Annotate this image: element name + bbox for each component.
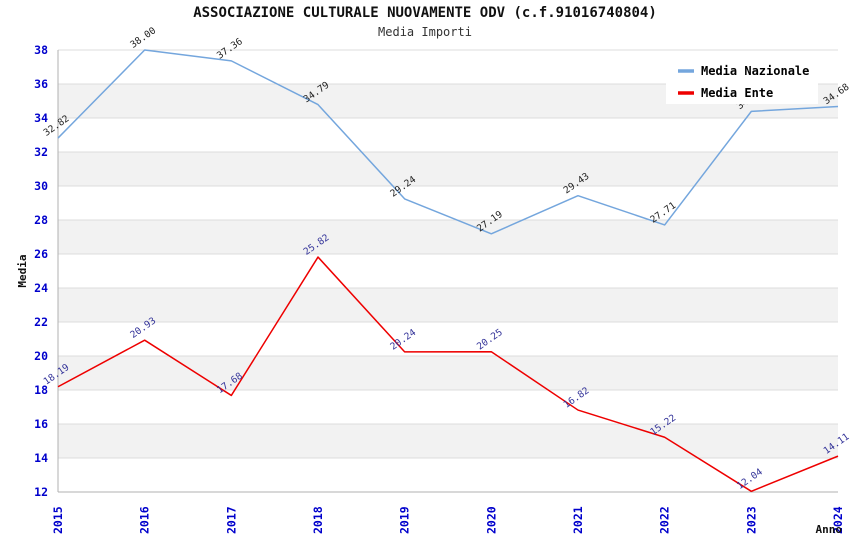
svg-text:18: 18	[34, 383, 48, 397]
svg-text:20: 20	[34, 349, 48, 363]
svg-text:20.25: 20.25	[475, 327, 505, 352]
series-line-media-nazionale	[57, 49, 839, 235]
series-line-media-ente	[57, 256, 839, 493]
grid-bands	[58, 84, 838, 458]
svg-text:2021: 2021	[571, 506, 585, 534]
svg-text:2016: 2016	[138, 506, 152, 534]
svg-text:12: 12	[34, 485, 48, 499]
svg-text:2020: 2020	[484, 506, 498, 534]
legend: Media Nazionale Media Ente	[666, 54, 818, 104]
svg-text:24: 24	[34, 281, 48, 295]
svg-text:14: 14	[34, 451, 48, 465]
svg-text:37.36: 37.36	[215, 36, 245, 62]
legend-item-media-nazionale[interactable]: Media Nazionale	[678, 64, 809, 78]
svg-text:26: 26	[34, 247, 48, 261]
legend-label-media-ente: Media Ente	[701, 86, 773, 100]
x-axis-title: Anno	[816, 523, 843, 536]
svg-text:34: 34	[34, 111, 48, 125]
svg-text:30: 30	[34, 179, 48, 193]
chart-title: ASSOCIAZIONE CULTURALE NUOVAMENTE ODV (c…	[193, 5, 657, 21]
svg-text:2019: 2019	[398, 506, 412, 534]
svg-text:2024: 2024	[831, 506, 845, 534]
legend-label-media-nazionale: Media Nazionale	[701, 64, 809, 78]
svg-text:2015: 2015	[51, 506, 65, 534]
svg-text:2018: 2018	[311, 506, 325, 534]
svg-text:2017: 2017	[224, 506, 238, 534]
svg-text:32: 32	[34, 145, 48, 159]
x-axis-tick-labels: 2015 2016 2017 2018 2019 2020 2021 2022 2023 2024	[51, 506, 845, 534]
svg-text:38.00: 38.00	[128, 25, 158, 51]
svg-text:22: 22	[34, 315, 48, 329]
svg-text:20.24: 20.24	[388, 327, 418, 353]
svg-text:2022: 2022	[658, 506, 672, 534]
svg-text:2023: 2023	[744, 506, 758, 534]
svg-text:28: 28	[34, 213, 48, 227]
svg-text:38: 38	[34, 43, 48, 57]
gridlines	[58, 49, 838, 493]
legend-item-media-ente[interactable]: Media Ente	[678, 86, 773, 100]
y-axis-title: Media	[16, 254, 29, 287]
y-axis-tick-labels: 12 14 16 18 20 22 24 26 28 30 32 34 36 38	[34, 43, 48, 499]
chart-subtitle: Media Importi	[378, 25, 472, 39]
svg-text:16: 16	[34, 417, 48, 431]
axis-lines	[57, 50, 838, 493]
svg-text:36: 36	[34, 77, 48, 91]
